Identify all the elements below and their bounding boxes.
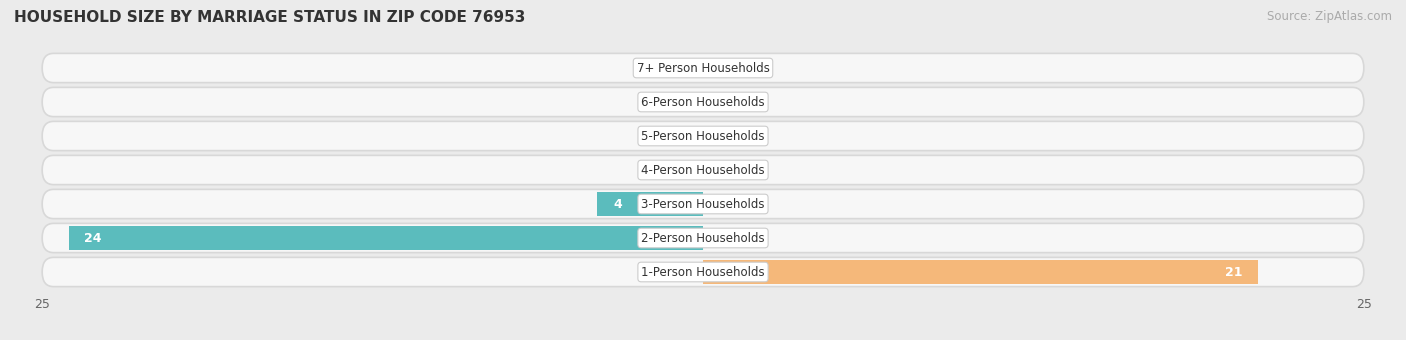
- Text: 0: 0: [669, 164, 676, 176]
- FancyBboxPatch shape: [42, 121, 1364, 151]
- FancyBboxPatch shape: [42, 87, 1364, 117]
- Bar: [703, 260, 1258, 284]
- Text: 0: 0: [730, 232, 737, 244]
- Text: 0: 0: [730, 198, 737, 210]
- Text: 0: 0: [730, 130, 737, 142]
- Text: 0: 0: [730, 96, 737, 108]
- Text: 21: 21: [1225, 266, 1243, 278]
- Text: 0: 0: [730, 164, 737, 176]
- Text: HOUSEHOLD SIZE BY MARRIAGE STATUS IN ZIP CODE 76953: HOUSEHOLD SIZE BY MARRIAGE STATUS IN ZIP…: [14, 10, 526, 25]
- FancyBboxPatch shape: [42, 53, 1364, 83]
- Text: 24: 24: [84, 232, 103, 244]
- Text: 4: 4: [613, 198, 621, 210]
- Text: 2-Person Households: 2-Person Households: [641, 232, 765, 244]
- FancyBboxPatch shape: [42, 155, 1364, 185]
- Text: 3-Person Households: 3-Person Households: [641, 198, 765, 210]
- Text: 1-Person Households: 1-Person Households: [641, 266, 765, 278]
- FancyBboxPatch shape: [42, 189, 1364, 219]
- Bar: [69, 226, 703, 250]
- Text: 4-Person Households: 4-Person Households: [641, 164, 765, 176]
- Text: 0: 0: [669, 130, 676, 142]
- FancyBboxPatch shape: [42, 257, 1364, 287]
- Text: 0: 0: [669, 62, 676, 74]
- Text: 0: 0: [669, 96, 676, 108]
- Text: 0: 0: [730, 62, 737, 74]
- Bar: [598, 192, 703, 216]
- Text: 5-Person Households: 5-Person Households: [641, 130, 765, 142]
- Text: 0: 0: [669, 266, 676, 278]
- FancyBboxPatch shape: [42, 223, 1364, 253]
- Text: 6-Person Households: 6-Person Households: [641, 96, 765, 108]
- Text: 7+ Person Households: 7+ Person Households: [637, 62, 769, 74]
- Text: Source: ZipAtlas.com: Source: ZipAtlas.com: [1267, 10, 1392, 23]
